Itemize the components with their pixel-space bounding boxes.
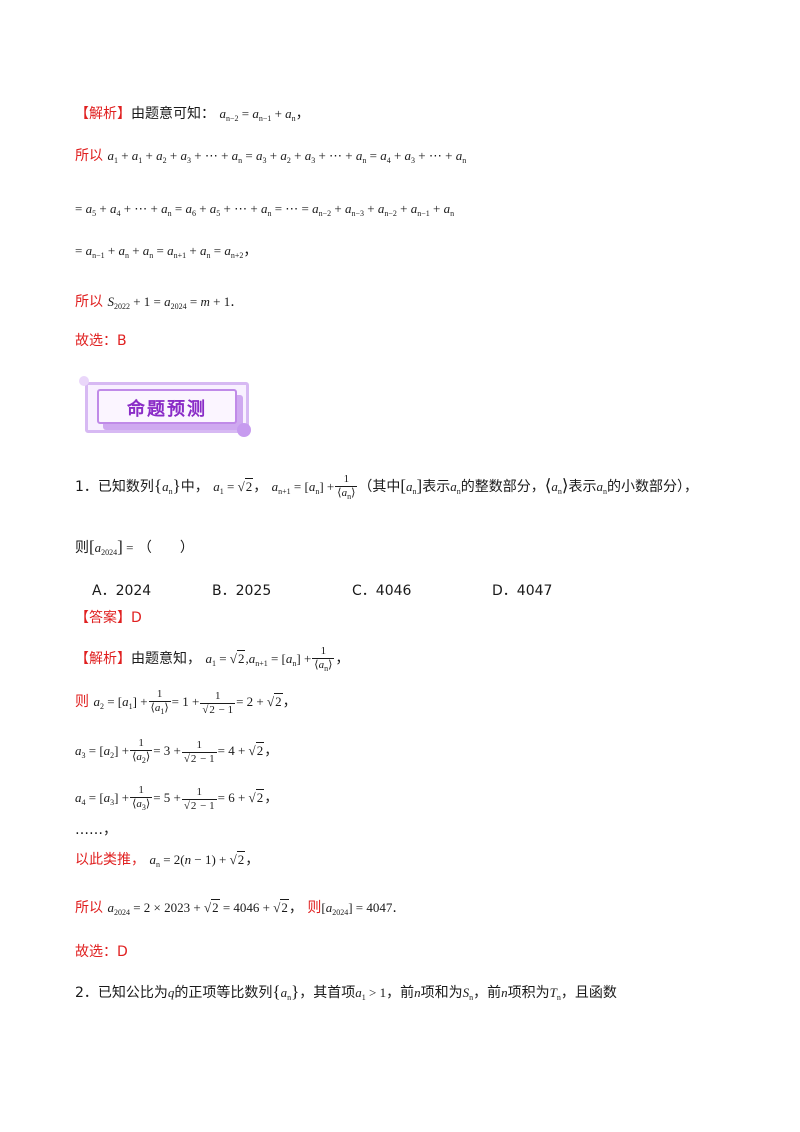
analysis-intro: 由题意可知： [131,106,215,122]
q2-text-h: ，且函数 [560,985,617,1001]
q1-then2: 则 [75,693,89,710]
analysis-tag: 【解析】 [75,106,131,122]
q2-text-f: ，前 [473,985,502,1001]
q2-text-e: 项和为 [420,985,463,1001]
choose-d: 故选：D [75,944,128,960]
analysis-tag-2: 【解析】 [75,650,131,667]
formula-sum-2: = a5 + a4 + ⋯ + an = a6 + a5 + ⋯ + an = … [75,201,455,218]
q1-text-d: 的整数部分， [460,478,545,495]
q1-analysis-5: 以此类推， an = 2(n − 1) + √2， [75,851,260,869]
q1-recurrence: an+1 = [an] +1 ⟨an⟩ [271,473,358,501]
section-banner: 命题预测 [79,376,251,437]
option-b[interactable]: B．2025 [212,583,272,599]
q1-number: 1． [75,478,98,495]
q1-text-c: 表示 [422,478,451,495]
option-d[interactable]: D．4047 [492,583,553,599]
choose-b: 故选：B [75,333,127,349]
q1-analysis-3: a3 = [a2] +1 ⟨a2⟩ = 3 +1 √2 − 1 = 4 + √2， [75,737,279,765]
q1-general: an = 2(n − 1) + √2 [149,851,246,869]
q1-then: 则 [75,540,89,556]
banner-title: 命题预测 [127,399,207,420]
q1-analysis-2: 则 a2 = [a1] +1 ⟨a1⟩ = 1 +1 √2 − 1 = 2 + √2， [75,688,297,716]
formula-sum-1: a1 + a1 + a2 + a3 + ⋯ + an = a3 + a2 + a… [107,148,467,165]
q1-then3: 则 [307,900,322,916]
q2-stem: 2．已知公比为q的正项等比数列{an}，其首项a1 > 1，前n项和为Sn，前n… [75,982,617,1002]
q1-text-f: 的小数部分）， [606,478,698,495]
option-c[interactable]: C．4046 [352,583,412,599]
analysis-line-2: 所以 a1 + a1 + a2 + a3 + ⋯ + an = a3 + a2 … [75,146,466,171]
option-a[interactable]: A．2024 [92,583,152,599]
q1-analysis-6: 所以 a2024 = 2 × 2023 + √2 = 4046 + √2， 则[… [75,899,397,917]
q2-text-d: ，前 [386,985,415,1001]
formula-recurrence: an−2 = an−1 + an [219,106,296,123]
q1-def: a1 = √2,an+1 = [an] +1 ⟨an⟩ [205,645,335,673]
so-label: 所以 [75,148,103,164]
q1-analysis-1: 【解析】由题意知， a1 = √2,an+1 = [an] +1 ⟨an⟩， [75,645,350,673]
q2-number: 2． [75,985,98,1001]
q2-text-c: ，其首项 [299,985,356,1001]
q1-analysis-intro: 由题意知， [131,650,201,667]
q2-text-g: 项积为 [507,985,550,1001]
q1-so: 所以 [75,900,103,916]
q1-a2: a2 = [a1] +1 ⟨a1⟩ = 1 +1 √2 − 1 = 2 + √2 [93,688,283,716]
q1-analysis-4: a4 = [a3] +1 ⟨a3⟩ = 5 +1 √2 − 1 = 6 + √2， [75,784,279,812]
answer-value: D [131,610,142,626]
formula-sum-3: = an−1 + an + an = an+1 + an = an+2 [75,243,244,260]
q1-stem: 1．已知数列{an}中， a1 = √2， an+1 = [an] +1 ⟨an⟩… [75,473,698,501]
q2-text-a: 已知公比为 [97,985,168,1001]
q1-blank: （ ） [137,540,194,556]
q1-stem-2: 则[a2024] = （ ） [75,537,194,557]
analysis-line-3: = a5 + a4 + ⋯ + an = a6 + a5 + ⋯ + an = … [75,199,454,224]
analysis-line-5: 所以 S2022 + 1 = a2024 = m + 1. [75,294,235,311]
q1-text-a: 已知数列 [97,478,154,495]
answer-line: 【答案】D [75,608,142,628]
q1-text-e: 表示 [568,478,597,495]
q1-a1: a1 = √2 [213,477,254,496]
q1-a3: a3 = [a2] +1 ⟨a2⟩ = 3 +1 √2 − 1 = 4 + √2 [75,737,265,765]
q1-infer: 以此类推， [75,852,145,868]
q1-final: [a2024] = 4047 [321,900,393,917]
so-label-2: 所以 [75,294,103,310]
answer-tag: 【答案】 [75,610,131,626]
q1-text-b: 中， [180,478,209,495]
q1-paren: （其中 [358,478,401,495]
q1-dots: ……， [75,822,117,838]
q2-text-b: 的正项等比数列 [174,985,273,1001]
analysis-line-4: = an−1 + an + an = an+1 + an = an+2， [75,243,258,260]
analysis-line-1: 【解析】由题意可知： an−2 = an−1 + an， [75,106,310,123]
q1-a4: a4 = [a3] +1 ⟨a3⟩ = 5 +1 √2 − 1 = 6 + √2 [75,784,265,812]
formula-result: S2022 + 1 = a2024 = m + 1 [107,294,231,311]
q1-a2024: a2024 = 2 × 2023 + √2 = 4046 + √2 [107,899,289,917]
